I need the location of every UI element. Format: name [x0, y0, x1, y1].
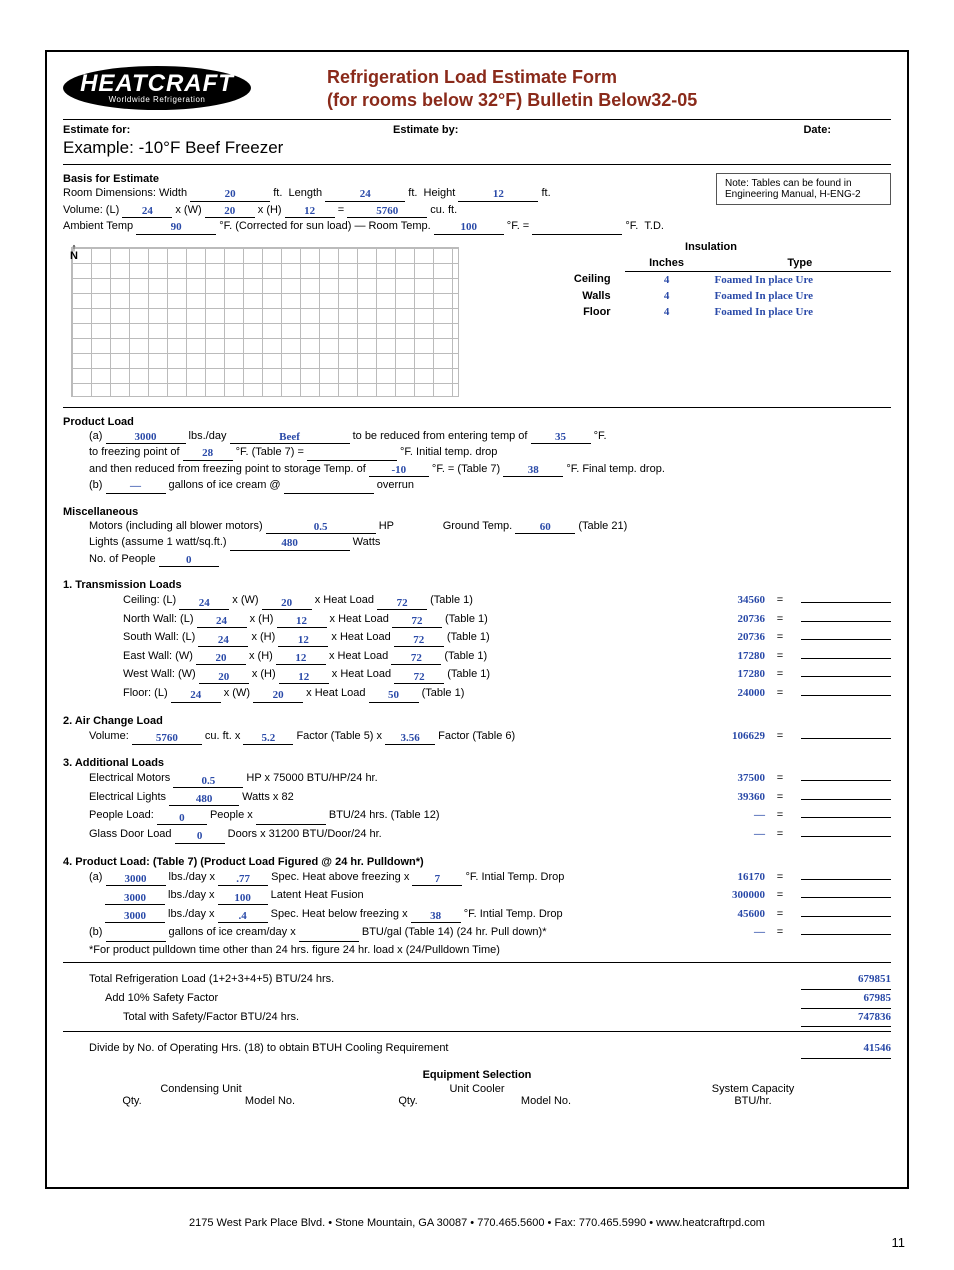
product-a: (a) 3000 lbs./day Beef to be reduced fro…	[89, 428, 891, 445]
product-heading: Product Load	[63, 416, 891, 428]
transmission-line: North Wall: (L) 24 x (H) 12 x Heat Load …	[63, 610, 891, 629]
logo-tagline: Worldwide Refrigeration	[109, 95, 206, 104]
table-row: Ceiling 4 Foamed In place Ure	[531, 271, 891, 288]
add-heading: 3. Additional Loads	[63, 757, 891, 769]
room-dimensions: Room Dimensions: Width 20 ft. Length 24 …	[63, 185, 698, 202]
page-number: 11	[45, 1235, 909, 1250]
table-row: Floor 4 Foamed In place Ure	[531, 304, 891, 320]
ambient-line: Ambient Temp 90 °F. (Corrected for sun l…	[63, 218, 698, 235]
col-inches: Inches	[625, 255, 709, 272]
meta-row: Estimate for: Estimate by: Date:	[63, 119, 891, 136]
title-line1: Refrigeration Load Estimate Form	[327, 66, 697, 89]
footer: 2175 West Park Place Blvd. • Stone Mount…	[45, 1217, 909, 1229]
transmission-line: South Wall: (L) 24 x (H) 12 x Heat Load …	[63, 628, 891, 647]
transmission-line: West Wall: (W) 20 x (H) 12 x Heat Load 7…	[63, 665, 891, 684]
example-line: Example: -10°F Beef Freezer	[63, 138, 891, 158]
form-title: Refrigeration Load Estimate Form (for ro…	[327, 66, 697, 111]
equip-heading: Equipment Selection	[63, 1069, 891, 1081]
air-line: Volume: 5760 cu. ft. x 5.2 Factor (Table…	[89, 727, 891, 746]
transmission-line: Floor: (L) 24 x (W) 20 x Heat Load 50 (T…	[63, 684, 891, 703]
equip-columns: Condensing Unit Qty.Model No. Unit Coole…	[63, 1083, 891, 1107]
page-frame: HEATCRAFT Worldwide Refrigeration Refrig…	[45, 50, 909, 1189]
estimate-by-label: Estimate by:	[393, 124, 458, 136]
transmission-line: East Wall: (W) 20 x (H) 12 x Heat Load 7…	[63, 647, 891, 666]
total-line2: Add 10% Safety Factor	[105, 990, 801, 1008]
north-arrow-icon: ↑N	[70, 244, 78, 262]
trans-heading: 1. Transmission Loads	[63, 579, 891, 591]
table-row: Walls 4 Foamed In place Ure	[531, 288, 891, 304]
logo-brand: HEATCRAFT	[80, 72, 234, 96]
volume-line: Volume: (L) 24 x (W) 20 x (H) 12 = 5760 …	[63, 202, 698, 219]
transmission-line: Ceiling: (L) 24 x (W) 20 x Heat Load 72 …	[63, 591, 891, 610]
total-line4: Divide by No. of Operating Hrs. (18) to …	[89, 1040, 801, 1058]
pl-heading: 4. Product Load: (Table 7) (Product Load…	[63, 856, 891, 868]
insulation-heading: Insulation	[531, 241, 891, 253]
total-line3: Total with Safety/Factor BTU/24 hrs.	[123, 1009, 801, 1027]
col-type: Type	[709, 255, 891, 272]
title-line2: (for rooms below 32°F) Bulletin Below32-…	[327, 89, 697, 112]
basis-heading: Basis for Estimate	[63, 173, 698, 185]
estimate-for-label: Estimate for:	[63, 124, 130, 136]
date-label: Date:	[803, 124, 831, 136]
air-heading: 2. Air Change Load	[63, 715, 891, 727]
logo: HEATCRAFT Worldwide Refrigeration	[63, 66, 257, 110]
pl-note: *For product pulldown time other than 24…	[89, 942, 891, 959]
header: HEATCRAFT Worldwide Refrigeration Refrig…	[63, 66, 891, 111]
note-box: Note: Tables can be found in Engineering…	[716, 173, 891, 205]
insulation-table: Inches Type Ceiling 4 Foamed In place Ur…	[531, 255, 891, 320]
misc-heading: Miscellaneous	[63, 506, 891, 518]
total-line1: Total Refrigeration Load (1+2+3+4+5) BTU…	[89, 971, 801, 989]
layout-grid: ↑N	[71, 247, 459, 397]
insulation-block: Insulation Inches Type Ceiling 4 Foamed …	[531, 241, 891, 320]
